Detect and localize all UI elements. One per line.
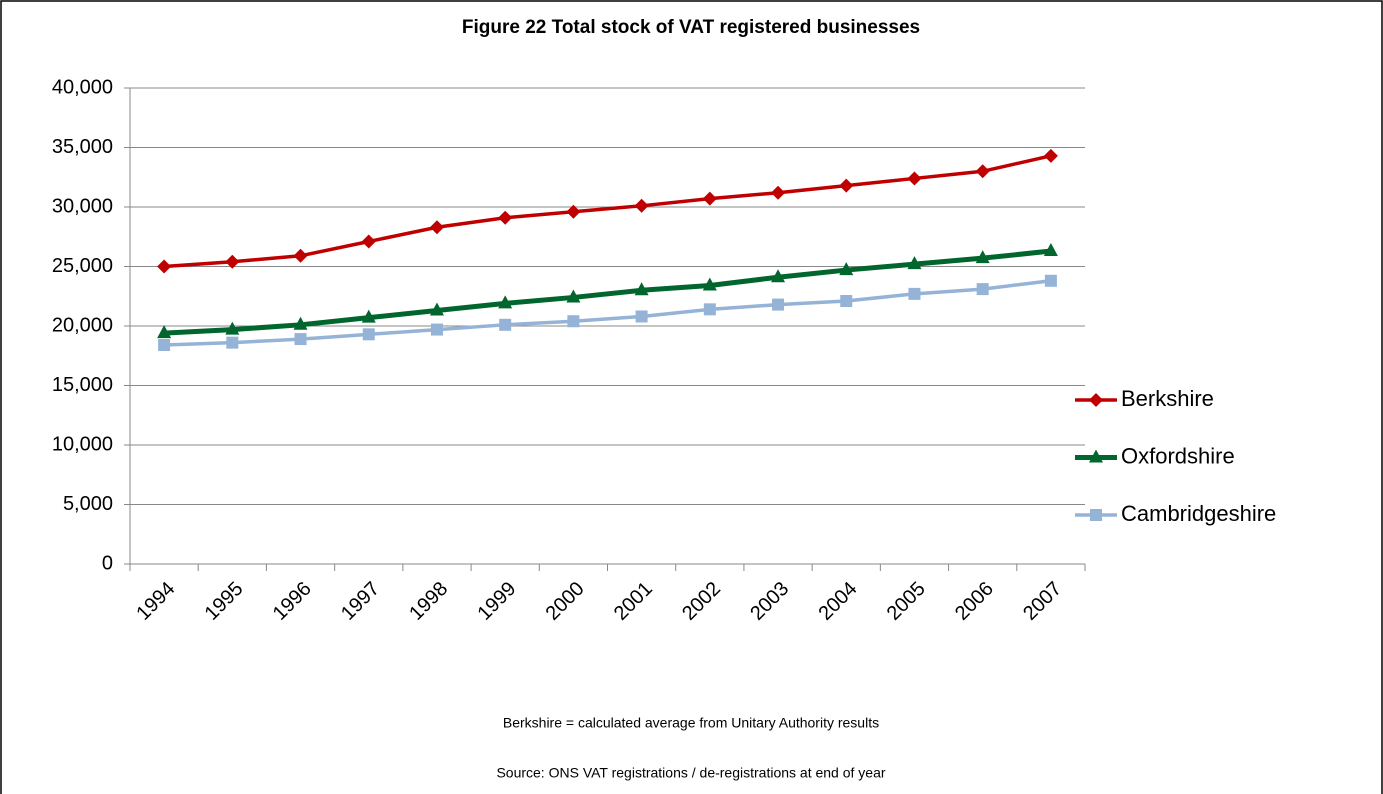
data-point	[225, 321, 240, 335]
data-point	[158, 339, 171, 352]
y-tick-label: 40,000	[52, 76, 113, 98]
data-point	[566, 204, 581, 219]
data-point	[498, 295, 513, 309]
data-point	[429, 302, 444, 316]
data-point	[771, 269, 786, 283]
series-line	[163, 154, 1052, 269]
data-point	[361, 234, 376, 249]
y-tick-label: 5,000	[63, 493, 113, 515]
legend-marker	[1090, 509, 1102, 521]
data-point	[566, 289, 581, 303]
data-point	[772, 298, 785, 311]
data-point	[1043, 148, 1058, 163]
y-tick-label: 10,000	[52, 433, 113, 455]
data-point	[634, 282, 649, 296]
data-point	[157, 325, 172, 339]
series-line	[163, 248, 1052, 336]
chart-title: Figure 22 Total stock of VAT registered …	[462, 17, 920, 38]
data-point	[907, 171, 922, 186]
data-point	[225, 254, 240, 269]
data-point	[840, 295, 853, 308]
series-line	[164, 279, 1052, 347]
data-point	[1043, 243, 1058, 257]
legend-label: Berkshire	[1121, 386, 1214, 411]
note: Source: ONS VAT registrations / de-regis…	[496, 765, 885, 781]
data-point	[293, 316, 308, 330]
data-point	[976, 283, 989, 296]
data-point	[839, 178, 854, 193]
data-point	[975, 164, 990, 179]
data-point	[294, 333, 307, 346]
data-point	[226, 336, 239, 349]
data-point	[1044, 274, 1057, 287]
data-point	[361, 309, 376, 323]
y-tick-label: 15,000	[52, 374, 113, 396]
legend-marker	[1089, 393, 1103, 407]
legend-label: Cambridgeshire	[1121, 501, 1276, 526]
data-point	[634, 198, 649, 213]
data-point	[157, 259, 172, 274]
data-point	[907, 256, 922, 270]
y-tick-label: 35,000	[52, 136, 113, 158]
data-point	[771, 185, 786, 200]
data-point	[429, 220, 444, 235]
data-point	[702, 277, 717, 291]
y-tick-label: 20,000	[52, 314, 113, 336]
data-point	[567, 315, 580, 328]
note: Berkshire = calculated average from Unit…	[503, 715, 879, 731]
data-point	[430, 323, 443, 336]
data-point	[293, 248, 308, 263]
data-point	[839, 262, 854, 276]
data-point	[498, 210, 513, 225]
legend-marker	[1089, 449, 1103, 463]
data-point	[635, 310, 648, 323]
data-point	[499, 318, 512, 331]
legend-label: Oxfordshire	[1121, 443, 1235, 468]
y-tick-label: 25,000	[52, 255, 113, 277]
y-tick-label: 30,000	[52, 195, 113, 217]
y-tick-label: 0	[102, 552, 113, 574]
data-point	[703, 303, 716, 316]
data-point	[362, 328, 375, 341]
data-point	[975, 250, 990, 264]
data-point	[702, 191, 717, 206]
data-point	[908, 287, 921, 300]
